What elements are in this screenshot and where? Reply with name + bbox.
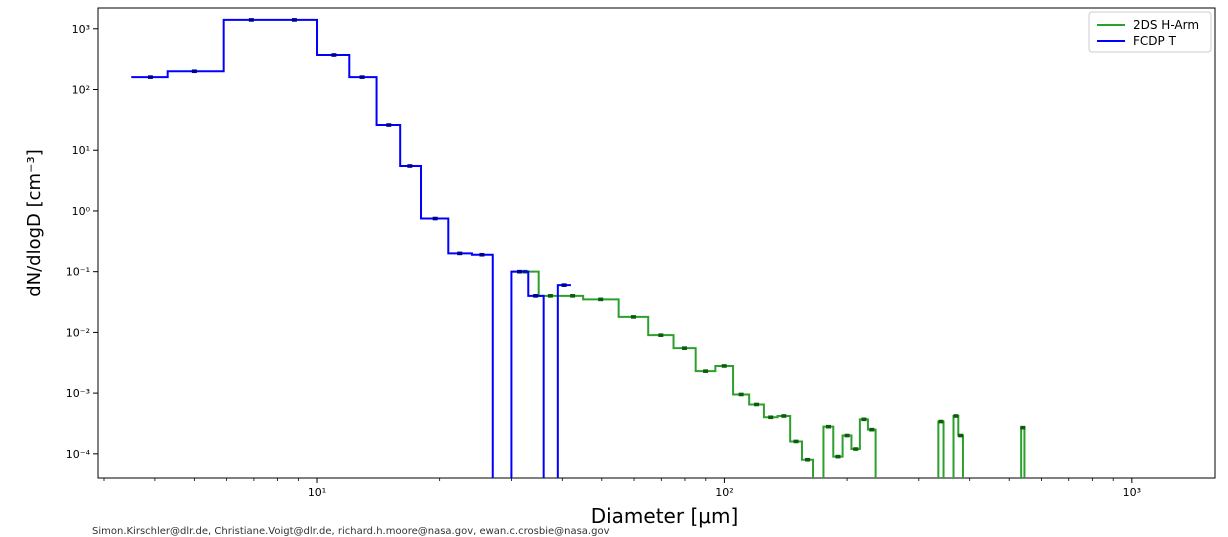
data-point-marker: [147, 75, 153, 79]
data-point-marker: [547, 294, 553, 298]
y-tick-label: 10⁻⁴: [66, 448, 91, 461]
data-point-marker: [479, 252, 485, 257]
x-axis-label: Diameter [μm]: [591, 504, 739, 528]
data-point-marker: [598, 297, 604, 302]
data-point-marker: [738, 392, 744, 397]
data-point-marker: [331, 53, 337, 57]
y-tick-label: 10⁻²: [66, 326, 90, 339]
data-point-marker: [781, 414, 787, 418]
data-point-marker: [958, 433, 964, 438]
x-tick-label: 10³: [1123, 486, 1141, 499]
footer-credit: Simon.Kirschler@dlr.de, Christiane.Voigt…: [92, 526, 610, 537]
legend-entry-label: 2DS H-Arm: [1133, 18, 1199, 32]
legend-entry-label: FCDP T: [1133, 34, 1177, 48]
legend: 2DS H-Arm FCDP T: [1088, 11, 1212, 53]
y-tick-label: 10⁻³: [66, 387, 90, 400]
data-point-marker: [844, 433, 850, 438]
data-point-marker: [953, 414, 959, 418]
plot-area-frame: [97, 7, 1216, 479]
y-tick-label: 10⁻¹: [66, 266, 90, 279]
y-tick-label: 10⁰: [72, 205, 91, 218]
data-point-marker: [1020, 425, 1026, 430]
data-point-marker: [533, 294, 539, 298]
data-point-marker: [703, 369, 709, 373]
series-fcdp-t: [131, 18, 571, 478]
data-point-marker: [630, 315, 636, 319]
y-tick-label: 10²: [72, 84, 90, 97]
data-point-marker: [793, 439, 799, 444]
data-point-marker: [825, 424, 831, 429]
data-point-marker: [516, 269, 522, 274]
series-step-line: [131, 18, 571, 478]
series-2ds-h-arm: [511, 269, 1026, 478]
data-point-marker: [291, 18, 297, 22]
series-step-line: [511, 270, 1026, 478]
y-tick-label: 10³: [72, 23, 90, 36]
x-tick-label: 10²: [715, 486, 733, 499]
data-point-marker: [191, 69, 197, 74]
data-point-marker: [754, 402, 760, 407]
data-point-marker: [682, 346, 688, 350]
y-axis-ticks: 10⁻⁴ 10⁻³ 10⁻² 10⁻¹ 10⁰ 10¹ 10² 10³: [66, 23, 98, 461]
series-layer: [131, 18, 1026, 478]
y-axis-label: dN/dlogD [cm⁻³]: [24, 149, 45, 297]
data-point-marker: [869, 427, 875, 432]
data-point-marker: [407, 164, 413, 168]
data-point-marker: [768, 415, 774, 420]
data-point-marker: [721, 364, 727, 368]
x-axis-ticks: 10¹ 10² 10³: [103, 478, 1141, 499]
data-point-marker: [938, 419, 944, 424]
data-point-marker: [658, 333, 664, 337]
data-point-marker: [457, 251, 463, 256]
data-point-marker: [853, 447, 859, 451]
data-point-marker: [835, 454, 841, 459]
data-point-marker: [861, 417, 867, 422]
data-point-marker: [359, 75, 365, 79]
data-point-marker: [432, 216, 438, 221]
x-tick-label: 10¹: [308, 486, 326, 499]
data-point-marker: [248, 18, 254, 22]
data-point-marker: [561, 283, 567, 287]
data-point-marker: [805, 457, 811, 462]
data-point-marker: [570, 294, 576, 298]
y-tick-label: 10¹: [72, 144, 90, 157]
data-point-marker: [386, 123, 392, 127]
